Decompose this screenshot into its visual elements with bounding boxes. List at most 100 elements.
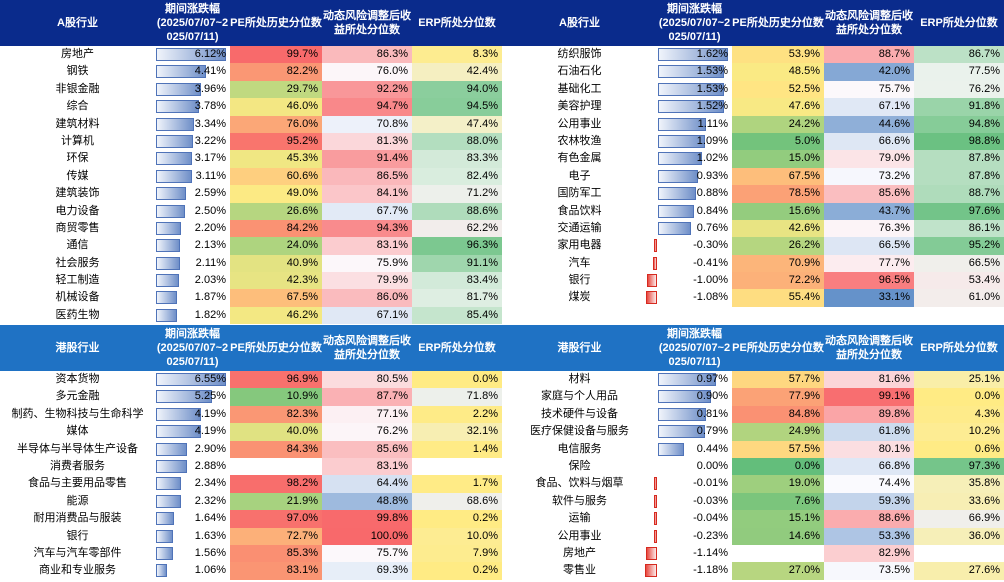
- table-row: 公用事业 1.11% 24.2% 44.6% 94.8%: [502, 115, 1004, 133]
- risk-adjusted-return-cell: 75.9%: [322, 254, 412, 273]
- pe-percentile-cell: 26.6%: [230, 202, 322, 220]
- change-cell: -0.03%: [654, 493, 732, 510]
- change-value: 2.20%: [194, 221, 226, 234]
- erp-column-header: ERP所处分位数: [418, 342, 496, 354]
- industry-name: 房地产: [563, 546, 596, 559]
- risk-adjusted-return-cell: 43.7%: [824, 202, 914, 220]
- industry-name: 技术硬件与设备: [541, 407, 618, 420]
- change-value: 0.88%: [696, 187, 728, 200]
- pe-percentile-cell: 5.0%: [732, 132, 824, 151]
- erp-percentile-cell: 1.4%: [412, 440, 502, 458]
- risk-adjusted-return-cell: 87.7%: [322, 388, 412, 406]
- pe-percentile-cell: 19.0%: [732, 475, 824, 493]
- table-row: 商贸零售 2.20% 84.2% 94.3% 62.2%: [0, 219, 502, 238]
- pe-percentile-cell: 96.9%: [230, 371, 322, 389]
- industry-name: 保险: [568, 459, 591, 472]
- erp-percentile-cell: 36.0%: [914, 527, 1004, 545]
- erp-percentile-cell: 94.0%: [412, 80, 502, 99]
- change-bar: [645, 546, 657, 560]
- pe-percentile-cell: 85.3%: [230, 544, 322, 563]
- pe-percentile-cell: 84.2%: [230, 219, 322, 238]
- table-row: 石油石化 1.53% 48.5% 42.0% 77.5%: [502, 63, 1004, 81]
- risk-adjusted-return-cell: 92.2%: [322, 80, 412, 99]
- table-row: 商业和专业服务 1.06% 83.1% 69.3% 0.2%: [0, 562, 502, 580]
- change-bar: [658, 152, 703, 166]
- change-cell: 4.19%: [155, 423, 230, 440]
- industry-name: 农林牧渔: [557, 134, 602, 147]
- a-share-panel-left: A股行业 期间涨跌幅 (2025/07/07~2 025/07/11) PE所处…: [0, 0, 502, 325]
- change-cell: 1.02%: [657, 150, 732, 167]
- industry-name: 商业和专业服务: [39, 564, 116, 577]
- erp-percentile-cell: 27.6%: [914, 562, 1004, 580]
- pe-percentile-cell: 97.0%: [230, 510, 322, 528]
- risk-adjusted-return-cell: 61.8%: [824, 423, 914, 441]
- risk-adjusted-return-cell: 77.7%: [824, 254, 914, 273]
- change-bar: [156, 134, 193, 148]
- industry-name: 轻工制造: [55, 274, 100, 287]
- change-cell: 2.50%: [155, 203, 230, 220]
- hk-table-left: 资本货物 6.55% 96.9% 80.5% 0.0% 多元金融 5.25% 10.9% 87.…: [0, 371, 502, 580]
- pe-percentile-cell: 24.9%: [732, 423, 824, 441]
- a-share-table-left: 房地产 6.12% 99.7% 86.3% 8.3% 钢铁 4.41% 82.2% 76.0% 4…: [0, 46, 502, 325]
- pe-percentile-cell: 78.5%: [732, 185, 824, 203]
- pe-percentile-cell: 21.9%: [230, 492, 322, 511]
- industry-name: 消费者服务: [50, 459, 105, 472]
- change-column-header: 期间涨跌幅 (2025/07/07~2 025/07/11): [156, 3, 229, 43]
- change-value: -0.01%: [693, 477, 728, 490]
- risk-column-header: 动态风险调整后收益所处分位数: [825, 10, 913, 36]
- table-row: 耐用消费品与服装 1.64% 97.0% 99.8% 0.2%: [0, 510, 502, 528]
- risk-adjusted-return-cell: 42.0%: [824, 63, 914, 81]
- change-cell: 3.96%: [155, 81, 230, 98]
- pe-percentile-cell: 27.0%: [732, 562, 824, 580]
- change-value: -1.14%: [693, 546, 728, 559]
- table-row: 建筑材料 3.34% 76.0% 70.8% 47.4%: [0, 115, 502, 133]
- change-column-header: 期间涨跌幅 (2025/07/07~2 025/07/11): [658, 3, 731, 43]
- risk-adjusted-return-cell: 74.4%: [824, 475, 914, 493]
- pe-percentile-cell: 24.0%: [230, 237, 322, 255]
- erp-percentile-cell: 0.0%: [914, 388, 1004, 406]
- pe-percentile-cell: 15.0%: [732, 150, 824, 168]
- change-value: 1.06%: [194, 564, 226, 577]
- change-value: -1.18%: [693, 564, 728, 577]
- table-row: 技术硬件与设备 0.81% 84.8% 89.8% 4.3%: [502, 405, 1004, 424]
- change-cell: 4.19%: [155, 406, 230, 423]
- erp-percentile-cell: 10.2%: [914, 423, 1004, 441]
- change-bar: [156, 529, 174, 543]
- industry-column-header: A股行业: [57, 17, 98, 29]
- risk-adjusted-return-cell: 66.8%: [824, 457, 914, 476]
- change-bar: [654, 529, 657, 543]
- erp-percentile-cell: 53.4%: [914, 272, 1004, 290]
- change-bar: [658, 425, 705, 439]
- change-value: 1.11%: [697, 117, 728, 130]
- risk-adjusted-return-cell: 82.9%: [824, 544, 914, 563]
- erp-percentile-cell: 1.7%: [412, 475, 502, 493]
- change-bar: [645, 564, 657, 578]
- industry-name: 传媒: [66, 169, 89, 182]
- risk-adjusted-return-cell: 66.5%: [824, 237, 914, 255]
- table-row: 房地产 -1.14% 82.9%: [502, 544, 1004, 563]
- risk-adjusted-return-cell: 75.7%: [322, 544, 412, 563]
- table-row: 制药、生物科技与生命科学 4.19% 82.3% 77.1% 2.2%: [0, 405, 502, 424]
- erp-percentile-cell: 68.6%: [412, 492, 502, 511]
- erp-column-header: ERP所处分位数: [920, 342, 998, 354]
- pe-percentile-cell: 49.0%: [230, 185, 322, 203]
- change-value: -0.04%: [693, 512, 728, 525]
- industry-name: 制药、生物科技与生命科学: [11, 407, 144, 420]
- change-cell: 1.62%: [657, 46, 732, 63]
- change-cell: 4.41%: [155, 63, 230, 80]
- erp-percentile-cell: 98.8%: [914, 132, 1004, 151]
- change-value: 2.50%: [194, 204, 226, 217]
- change-value: 4.19%: [194, 407, 226, 420]
- risk-adjusted-return-cell: 83.1%: [322, 457, 412, 476]
- erp-percentile-cell: 7.9%: [412, 544, 502, 563]
- risk-adjusted-return-cell: 76.0%: [322, 63, 412, 81]
- risk-adjusted-return-cell: 80.1%: [824, 440, 914, 458]
- industry-name: 石油石化: [557, 65, 602, 78]
- table-row: 家庭与个人用品 0.90% 77.9% 99.1% 0.0%: [502, 388, 1004, 406]
- pe-percentile-cell: 40.0%: [230, 423, 322, 441]
- risk-adjusted-return-cell: 86.5%: [322, 167, 412, 186]
- change-value: 3.11%: [195, 169, 226, 182]
- change-bar: [156, 442, 187, 456]
- change-value: -0.41%: [693, 256, 728, 269]
- pe-column-header: PE所处历史分位数: [230, 17, 322, 29]
